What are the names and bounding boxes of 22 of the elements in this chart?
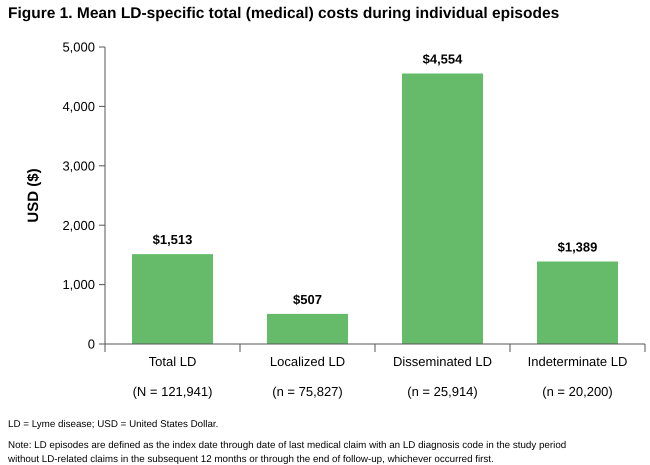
text: LD = Lyme disease; USD = United States Dollar. bbox=[8, 419, 218, 430]
y-axis-title: USD ($) bbox=[25, 168, 42, 223]
bar bbox=[537, 261, 618, 344]
x-tick-label: Localized LD (n = 75,827) bbox=[270, 354, 346, 399]
y-tick-label: 3,000 bbox=[62, 158, 95, 174]
x-tick-label: Disseminated LD (n = 25,914) bbox=[393, 354, 492, 399]
data-label: $1,513 bbox=[152, 232, 192, 248]
bar bbox=[402, 73, 483, 344]
y-tick-label: 2,000 bbox=[62, 218, 95, 233]
bar bbox=[267, 314, 348, 344]
y-tick-label: 4,000 bbox=[62, 98, 95, 114]
x-tick-label: Indeterminate LD (n = 20,200) bbox=[528, 354, 628, 399]
y-tick-label: 5,000 bbox=[62, 40, 95, 55]
bar bbox=[132, 254, 213, 344]
data-label: $1,389 bbox=[558, 239, 598, 254]
y-tick-label: 0 bbox=[88, 336, 95, 352]
data-label: $507 bbox=[293, 292, 322, 307]
chart-title: Figure 1. Mean LD-specific total (medical) costs during individual episodes bbox=[8, 5, 560, 22]
y-tick-label: 1,000 bbox=[62, 277, 95, 292]
data-label: $4,554 bbox=[422, 51, 464, 66]
x-tick-label: Total LD (N = 121,941) bbox=[132, 354, 212, 399]
text: Note: LD episodes are defined as the index date through date of last medical claim with an LD diagnosis code in the study period without LD-related claims in the subsequent 12 months or through the end of follow-up, whichever occurred first. bbox=[7, 440, 566, 465]
